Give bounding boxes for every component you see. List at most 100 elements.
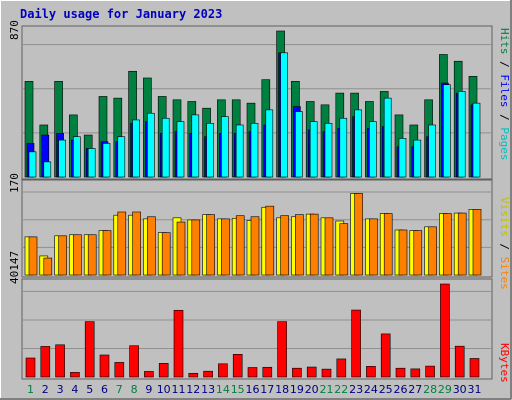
bar-sites-day-14 <box>221 218 230 276</box>
bar-pages-day-19 <box>295 111 303 178</box>
bars-bottom <box>23 283 491 378</box>
bar-kbytes-day-29 <box>440 283 450 378</box>
bar-kbytes-day-23 <box>351 309 361 378</box>
bar-pages-day-22 <box>339 117 348 178</box>
bar-kbytes-day-15 <box>232 353 243 378</box>
bar-sites-day-5 <box>87 234 97 276</box>
x-tick-label-day-2: 2 <box>42 383 49 396</box>
bar-pages-day-11 <box>176 121 185 178</box>
bar-sites-day-28 <box>428 226 437 276</box>
x-tick-label-day-5: 5 <box>86 383 93 396</box>
bar-sites-day-13 <box>206 214 215 276</box>
bar-pages-day-13 <box>206 122 214 178</box>
x-tick-label-day-31: 31 <box>468 383 482 396</box>
bar-sites-day-3 <box>58 235 67 276</box>
bar-sites-day-10 <box>161 232 171 276</box>
bar-kbytes-day-21 <box>321 368 332 378</box>
bar-sites-day-26 <box>398 229 408 276</box>
bar-sites-day-2 <box>43 257 53 276</box>
x-tick-label-day-3: 3 <box>57 383 64 396</box>
bar-kbytes-day-28 <box>425 365 435 378</box>
bar-pages-day-9 <box>147 112 155 178</box>
bar-kbytes-day-6 <box>99 354 110 378</box>
bar-pages-day-17 <box>265 109 274 178</box>
bar-kbytes-day-25 <box>380 333 391 378</box>
x-tick-label-day-13: 13 <box>201 383 215 396</box>
bar-kbytes-day-22 <box>336 358 347 378</box>
bar-sites-day-15 <box>235 215 245 276</box>
bar-sites-day-4 <box>73 234 82 276</box>
x-tick-label-day-19: 19 <box>290 383 304 396</box>
bar-pages-day-28 <box>428 124 436 178</box>
bar-sites-day-23 <box>354 193 363 276</box>
x-tick-label-day-14: 14 <box>216 383 230 396</box>
bar-sites-day-1 <box>28 236 38 276</box>
bar-pages-day-20 <box>309 121 318 178</box>
bar-kbytes-day-16 <box>247 367 258 378</box>
bar-sites-day-19 <box>295 214 304 276</box>
bar-sites-day-27 <box>413 230 423 276</box>
bar-kbytes-day-27 <box>410 368 421 378</box>
legend-sites: Sites <box>498 257 511 290</box>
bar-kbytes-day-18 <box>277 321 287 378</box>
bar-sites-day-9 <box>147 216 156 276</box>
bar-sites-day-29 <box>443 213 452 276</box>
y-tick-label-bottom: 40147 <box>8 251 21 284</box>
chart-title: Daily usage for January 2023 <box>20 7 222 21</box>
bar-kbytes-day-8 <box>129 345 139 378</box>
x-tick-label-day-29: 29 <box>438 383 452 396</box>
x-tick-label-day-9: 9 <box>145 383 152 396</box>
bar-kbytes-day-3 <box>55 344 65 378</box>
bar-sites-day-22 <box>339 223 349 276</box>
bar-sites-day-17 <box>265 205 275 276</box>
x-tick-label-day-23: 23 <box>349 383 363 396</box>
bar-sites-day-8 <box>132 211 141 276</box>
bars-middle <box>23 191 491 276</box>
bar-sites-day-6 <box>102 230 112 276</box>
bar-kbytes-day-10 <box>158 363 169 378</box>
bar-pages-day-29 <box>443 84 451 178</box>
bars-top <box>23 30 491 178</box>
x-tick-label-day-6: 6 <box>101 383 108 396</box>
bar-pages-day-8 <box>132 119 140 178</box>
x-tick-label-day-20: 20 <box>305 383 319 396</box>
x-axis-day-labels: 1 2 3 4 5 6 7 8 9 10 11 12 13 14 15 16 17 18 19 20 21 22 23 24 2… <box>27 383 482 396</box>
bar-pages-day-15 <box>235 124 244 178</box>
bar-pages-day-18 <box>280 52 288 178</box>
y-tick-label-top: 870 <box>8 20 21 40</box>
bar-pages-day-3 <box>58 139 66 178</box>
x-tick-label-day-1: 1 <box>27 383 34 396</box>
bar-pages-day-12 <box>191 114 200 178</box>
bar-pages-day-4 <box>73 136 81 178</box>
bar-pages-day-10 <box>161 117 170 178</box>
x-tick-label-day-8: 8 <box>131 383 138 396</box>
bar-sites-day-20 <box>309 213 319 276</box>
legend-hits: Hits <box>498 28 511 55</box>
bar-kbytes-day-20 <box>306 366 317 378</box>
x-tick-label-day-22: 22 <box>334 383 348 396</box>
bar-sites-day-7 <box>117 211 127 276</box>
x-tick-label-day-25: 25 <box>379 383 393 396</box>
bar-kbytes-day-19 <box>292 367 302 378</box>
x-tick-label-day-16: 16 <box>246 383 260 396</box>
panel-kbytes: 40147 KBytes <box>8 251 511 383</box>
bar-pages-day-16 <box>250 122 259 178</box>
bar-kbytes-day-4 <box>70 372 80 378</box>
bar-pages-day-5 <box>87 148 96 178</box>
bar-kbytes-day-30 <box>454 345 465 378</box>
bar-sites-day-11 <box>176 221 186 276</box>
x-tick-label-day-26: 26 <box>394 383 408 396</box>
bar-sites-day-30 <box>457 212 467 276</box>
bar-pages-day-21 <box>324 122 333 178</box>
bar-kbytes-day-13 <box>203 370 213 378</box>
panel-hits-files-pages: 870 Hits / Files / Pages <box>8 20 511 180</box>
bar-kbytes-day-12 <box>188 372 199 378</box>
panel-visits-sites: 170 Visits / Sites <box>8 173 511 290</box>
bar-kbytes-day-24 <box>366 366 376 378</box>
legend-middle: Visits / Sites <box>498 197 511 290</box>
x-tick-label-day-18: 18 <box>275 383 289 396</box>
bar-pages-day-6 <box>102 143 111 178</box>
bar-sites-day-24 <box>369 218 378 276</box>
bar-pages-day-14 <box>221 116 229 178</box>
